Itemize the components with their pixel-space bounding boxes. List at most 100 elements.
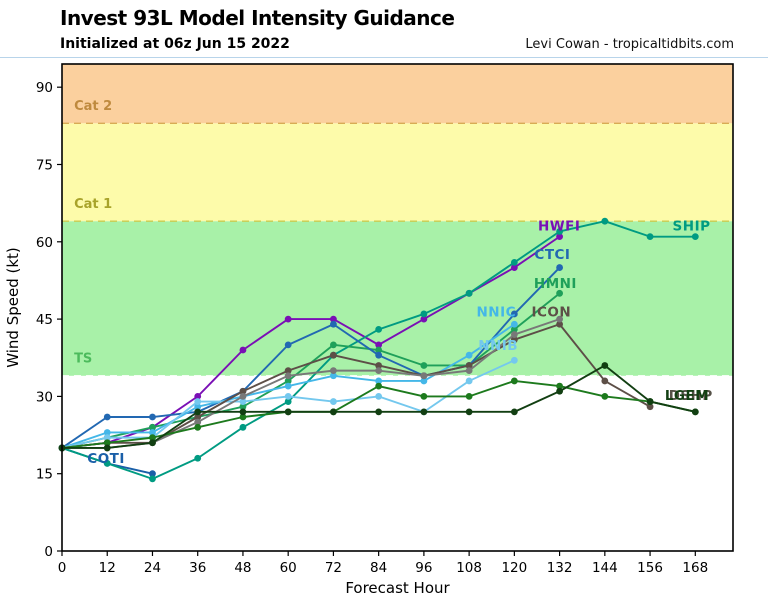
series-point-SHIP-h24 xyxy=(149,475,156,483)
model-label-LGEM: LGEM xyxy=(665,388,709,404)
series-point-NNIC-h24 xyxy=(149,429,156,436)
series-point-SHIP-h84 xyxy=(375,326,383,333)
model-label-HWFI: HWFI xyxy=(538,218,580,234)
init-time-subtitle: Initialized at 06z Jun 15 2022 xyxy=(60,36,290,52)
series-point-NNIB-h120 xyxy=(510,356,518,364)
series-point-LGEM-h120 xyxy=(510,408,518,416)
series-point-LGEM-h48 xyxy=(239,408,247,416)
series-point-NNIB-h60 xyxy=(284,392,292,400)
series-point-unlabeled-gray-h132 xyxy=(556,315,563,323)
series-point-ICON-h156 xyxy=(646,403,654,411)
series-point-SHIP-h36 xyxy=(194,454,202,462)
series-point-NNIB-h36 xyxy=(194,398,202,405)
band-below-ts xyxy=(62,375,733,551)
series-point-DSHP-h96 xyxy=(420,392,428,400)
series-point-HMNI-h48 xyxy=(239,403,247,411)
series-point-NNIC-h12 xyxy=(103,429,111,436)
y-axis-label: Wind Speed (kt) xyxy=(4,247,22,368)
series-point-unlabeled-gray-h96 xyxy=(420,372,428,380)
series-point-HWFI-h36 xyxy=(194,392,202,400)
x-tick-label: 24 xyxy=(144,560,161,576)
model-label-NNIB: NNIB xyxy=(478,338,518,354)
category-label-TS: TS xyxy=(74,352,92,367)
series-point-HWFI-h132 xyxy=(556,233,563,241)
y-tick-label: 15 xyxy=(36,467,53,483)
series-point-HMNI-h96 xyxy=(420,362,428,369)
series-point-CTCI-h120 xyxy=(510,310,518,318)
series-point-DSHP-h120 xyxy=(510,377,518,385)
series-point-NNIB-h12 xyxy=(103,434,111,442)
series-point-LGEM-h132 xyxy=(556,387,563,395)
series-point-CTCI-h132 xyxy=(556,264,563,271)
series-point-LGEM-h144 xyxy=(601,362,609,369)
series-point-NNIB-h108 xyxy=(465,377,473,385)
model-label-SHIP: SHIP xyxy=(673,218,711,234)
x-tick-label: 84 xyxy=(370,560,387,576)
band-cat2 xyxy=(62,64,733,124)
series-point-SHIP-h168 xyxy=(691,233,699,241)
model-label-ICON: ICON xyxy=(531,304,571,320)
series-point-NNIC-h108 xyxy=(465,351,473,359)
series-point-HMNI-h132 xyxy=(556,289,563,297)
series-point-NNIB-h72 xyxy=(330,398,337,405)
plot-border xyxy=(61,63,734,552)
series-point-NNIC-h96 xyxy=(420,377,428,385)
series-point-SHIP-h48 xyxy=(239,423,247,431)
series-point-SHIP-h144 xyxy=(601,217,609,225)
series-point-HWFI-h84 xyxy=(375,341,383,349)
series-point-NNIC-h84 xyxy=(375,377,383,385)
series-point-DSHP-h144 xyxy=(601,392,609,400)
y-tick-label: 0 xyxy=(44,544,53,560)
y-tick-label: 90 xyxy=(36,80,53,96)
x-tick-label: 60 xyxy=(280,560,297,576)
series-point-ICON-h60 xyxy=(284,367,292,375)
series-point-CTCI-h60 xyxy=(284,341,292,349)
series-point-HMNI-h60 xyxy=(284,377,292,385)
series-point-ICON-h36 xyxy=(194,413,202,421)
model-label-COTI: COTI xyxy=(87,451,125,467)
series-point-NNIC-h60 xyxy=(284,382,292,390)
series-point-HMNI-h72 xyxy=(330,341,337,349)
x-axis-label: Forecast Hour xyxy=(345,579,450,597)
series-point-LGEM-h60 xyxy=(284,408,292,416)
x-tick-label: 72 xyxy=(325,560,342,576)
series-point-ICON-h108 xyxy=(465,362,473,369)
series-point-LGEM-h96 xyxy=(420,408,428,416)
x-tick-label: 156 xyxy=(637,560,663,576)
series-point-SHIP-h120 xyxy=(510,259,518,266)
model-label-NNIC: NNIC xyxy=(476,304,516,320)
credit-text: Levi Cowan - tropicaltidbits.com xyxy=(525,37,734,52)
x-tick-label: 0 xyxy=(58,560,67,576)
series-point-NNIC-h120 xyxy=(510,320,518,328)
series-point-CTCI-h84 xyxy=(375,351,383,359)
x-tick-label: 168 xyxy=(682,560,708,576)
series-point-CTCI-h12 xyxy=(103,413,111,421)
series-point-HMNI-h84 xyxy=(375,346,383,354)
series-point-ICON-h120 xyxy=(510,336,518,344)
y-tick-label: 75 xyxy=(36,157,53,173)
page-title: Invest 93L Model Intensity Guidance xyxy=(60,6,455,30)
series-point-ICON-h72 xyxy=(330,351,337,359)
series-point-SHIP-h132 xyxy=(556,228,563,235)
x-tick-label: 120 xyxy=(501,560,527,576)
series-point-SHIP-h156 xyxy=(646,233,654,241)
series-point-SHIP-h60 xyxy=(284,398,292,405)
series-point-unlabeled-gray-h72 xyxy=(330,367,337,375)
series-point-LGEM-h36 xyxy=(194,408,202,416)
model-label-CTCI: CTCI xyxy=(534,247,570,263)
x-tick-label: 48 xyxy=(234,560,251,576)
series-point-unlabeled-gray-h84 xyxy=(375,367,383,375)
category-label-Cat2: Cat 2 xyxy=(74,99,112,114)
header-divider xyxy=(0,57,768,58)
series-point-LGEM-h24 xyxy=(149,439,156,447)
x-tick-label: 36 xyxy=(189,560,206,576)
model-label-HMNI: HMNI xyxy=(534,276,577,292)
series-point-DSHP-h12 xyxy=(103,439,111,447)
series-point-NNIB-h48 xyxy=(239,398,247,405)
x-tick-label: 108 xyxy=(456,560,482,576)
series-point-unlabeled-gray-h36 xyxy=(194,418,202,426)
series-point-ICON-h132 xyxy=(556,320,563,328)
series-point-NNIC-h36 xyxy=(194,403,202,411)
